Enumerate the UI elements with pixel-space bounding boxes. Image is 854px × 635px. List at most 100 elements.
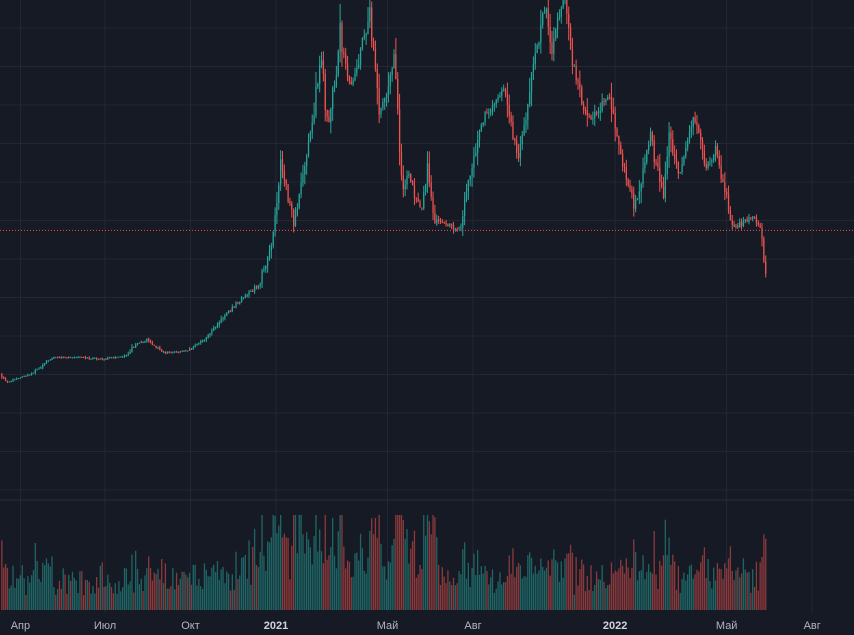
volume-bar [209,576,211,610]
candle-body [240,297,243,303]
candle-body [674,153,676,160]
volume-bar [473,553,475,610]
candle-body [270,245,272,251]
volume-bar [508,555,510,610]
x-tick-label: Авг [464,620,481,632]
candle-body [540,24,542,43]
volume-bar [569,544,572,610]
candle-body [510,115,512,122]
candle-body [581,87,583,105]
volume-bar [740,573,743,610]
candle-body [376,68,378,88]
candle-body [354,73,356,81]
candle-body [29,374,31,376]
volume-bar [317,551,319,610]
volume-bar [350,577,352,610]
candle-body [748,217,750,222]
volume-bar [579,569,581,610]
candle-body [413,185,416,198]
candle-body [194,345,196,348]
volume-bar [322,563,325,610]
candle-body [151,342,154,345]
candle-body [285,180,287,185]
volume-bar [131,554,133,610]
volume-bar [239,575,241,610]
volume-bar [142,591,144,610]
volume-bar [133,592,135,610]
candle-body [687,140,689,148]
volume-bar [205,569,207,610]
candle-body [653,140,655,163]
volume-bar [64,574,66,610]
candle-body [322,60,325,74]
time-axis[interactable]: Апр Июл Окт 2021 Май Авг 2022 Май Авг [11,620,821,632]
candle-body [8,381,10,383]
volume-bar [514,577,516,610]
volume-bar [659,560,661,610]
volume-pane[interactable] [1,515,767,610]
candle-body [434,212,436,223]
candle-body [575,65,577,81]
volume-bar [320,551,323,610]
candle-body [365,33,367,36]
candle-body [281,159,284,172]
volume-bar [452,577,455,610]
volume-bar [94,593,96,610]
volume-bar [95,577,98,610]
candle-body [443,222,445,224]
candle-body [514,138,516,141]
candle-body [55,357,57,359]
volume-bar [434,517,436,610]
candle-body [668,132,670,157]
candle-body [144,341,146,343]
volume-bar [627,567,629,610]
candle-body [120,356,122,358]
candle-body [220,319,222,323]
candle-body [595,112,598,114]
volume-bar [488,584,490,610]
volume-bar [551,559,553,610]
candle-body [291,204,293,210]
volume-bar [739,577,741,610]
volume-bar [291,545,293,610]
candle-body [359,48,362,65]
volume-bar [211,567,213,610]
candle-body [569,27,572,50]
candle-body [555,29,557,39]
volume-bar [428,521,430,610]
candle-body [114,357,116,359]
candle-body [224,315,226,319]
candle-body [545,8,548,13]
candle-body [493,104,496,106]
candle-body [103,358,105,360]
volume-bar [268,542,271,610]
volume-bar [612,573,614,610]
candle-body [315,86,317,116]
candle-body [523,124,525,136]
candle-body [380,107,382,115]
volume-bar [681,578,683,610]
volume-bar [727,558,730,610]
volume-bar [213,564,215,610]
volume-bar [703,547,706,610]
candle-body [36,369,38,371]
candle-body [216,324,219,328]
candle-body [588,115,590,117]
candle-body [257,285,259,288]
volume-bar [257,567,259,610]
volume-bar [203,563,206,610]
volume-bar [566,553,568,610]
volume-bar [110,586,113,610]
candle-body [605,99,607,103]
volume-bar [266,541,269,610]
candle-body [642,168,644,185]
volume-bar [86,579,89,610]
candle-body [579,82,581,88]
volume-bar [456,583,458,610]
candle-body [499,95,501,98]
candle-body [367,21,369,34]
candle-body [21,376,23,378]
candles-pane[interactable] [1,0,767,384]
